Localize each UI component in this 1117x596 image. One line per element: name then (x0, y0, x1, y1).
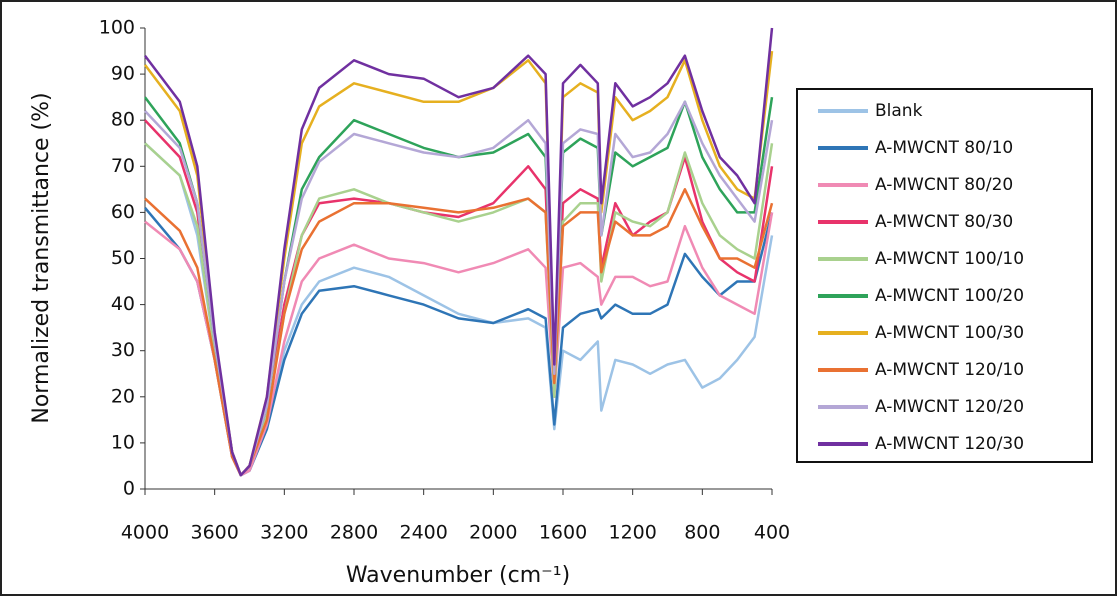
y-tick-label: 60 (111, 201, 135, 223)
x-tick-label: 3200 (260, 522, 308, 544)
legend-label: A-MWCNT 80/10 (875, 138, 1013, 158)
x-axis-title: Wavenumber (cm⁻¹) (346, 563, 570, 588)
x-tick-label: 1600 (539, 522, 587, 544)
legend-label: A-MWCNT 100/20 (875, 286, 1024, 306)
y-tick-label: 70 (111, 155, 135, 177)
x-tick-label: 400 (754, 522, 790, 544)
series-line (145, 143, 772, 475)
x-tick-label: 2400 (399, 522, 447, 544)
legend-label: A-MWCNT 80/20 (875, 175, 1013, 195)
x-tick-label: 4000 (121, 522, 169, 544)
x-tick-label: 2000 (469, 522, 517, 544)
legend-label: Blank (875, 101, 923, 121)
y-tick-label: 30 (111, 339, 135, 361)
y-axis-title: Normalized transmittance (%) (29, 92, 54, 423)
y-tick-label: 100 (99, 17, 135, 39)
x-tick-label: 1200 (608, 522, 656, 544)
chart: Wavenumber (cm⁻¹) Normalized transmittan… (0, 0, 1117, 596)
y-tick-label: 40 (111, 293, 135, 315)
legend-label: A-MWCNT 80/30 (875, 212, 1013, 232)
y-tick-label: 0 (123, 478, 135, 500)
y-tick-label: 10 (111, 431, 135, 453)
series-line (145, 212, 772, 475)
legend-label: A-MWCNT 120/10 (875, 360, 1024, 380)
x-tick-label: 3600 (190, 522, 238, 544)
x-tick-label: 2800 (330, 522, 378, 544)
legend-label: A-MWCNT 100/30 (875, 323, 1024, 343)
legend-label: A-MWCNT 120/20 (875, 397, 1024, 417)
series-line (145, 143, 772, 475)
y-tick-label: 20 (111, 385, 135, 407)
y-tick-label: 80 (111, 109, 135, 131)
x-tick-label: 800 (684, 522, 720, 544)
page: {"chart_data": {"type": "line", "x_label… (0, 0, 1117, 596)
series-line (145, 102, 772, 475)
y-tick-label: 90 (111, 63, 135, 85)
legend-label: A-MWCNT 100/10 (875, 249, 1024, 269)
series-line (145, 189, 772, 475)
y-tick-label: 50 (111, 247, 135, 269)
series-line (145, 97, 772, 475)
legend-label: A-MWCNT 120/30 (875, 434, 1024, 454)
